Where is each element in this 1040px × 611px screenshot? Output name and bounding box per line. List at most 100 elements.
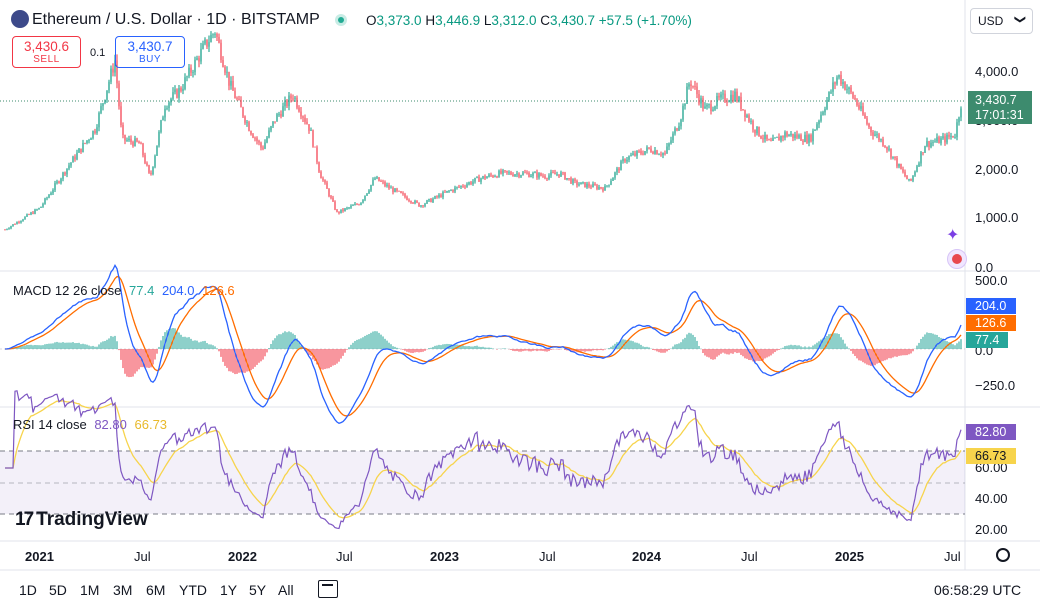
- timeframe-1m-button[interactable]: 1M: [80, 582, 100, 598]
- price-candle: [910, 178, 912, 181]
- macd-histogram-bar: [630, 340, 632, 349]
- macd-histogram-bar: [316, 349, 318, 365]
- price-candle: [36, 209, 38, 211]
- price-candle: [560, 172, 562, 177]
- price-candle: [220, 42, 222, 60]
- price-candle: [270, 126, 272, 131]
- macd-histogram-bar: [738, 349, 740, 353]
- macd-histogram-bar: [896, 349, 898, 357]
- macd-histogram-bar: [412, 349, 414, 354]
- timeframe-all-button[interactable]: All: [278, 582, 294, 598]
- price-candle: [736, 91, 738, 102]
- price-candle: [580, 182, 582, 185]
- price-candle: [636, 150, 638, 156]
- buy-price: 3,430.7: [127, 39, 173, 54]
- price-candle: [806, 134, 808, 143]
- macd-histogram-bar: [818, 341, 820, 349]
- macd-histogram-bar: [122, 349, 124, 369]
- calendar-range-icon[interactable]: [318, 580, 338, 598]
- tradingview-logo[interactable]: 17 TradingView: [15, 509, 148, 530]
- macd-histogram-bar: [48, 343, 50, 349]
- symbol-title[interactable]: Ethereum / U.S. Dollar · 1D · BITSTAMP: [32, 11, 320, 28]
- macd-histogram-bar: [368, 334, 370, 349]
- macd-histogram-bar: [890, 349, 892, 359]
- macd-histogram-bar: [432, 346, 434, 349]
- macd-histogram-bar: [210, 344, 212, 349]
- price-candle: [126, 139, 128, 141]
- macd-histogram-bar: [424, 349, 426, 351]
- bar-countdown: 17:01:31: [975, 108, 1024, 122]
- macd-histogram-bar: [40, 345, 42, 349]
- macd-histogram-bar: [672, 346, 674, 349]
- macd-histogram-bar: [652, 349, 654, 350]
- macd-histogram-bar: [54, 342, 56, 349]
- price-candle: [386, 184, 388, 186]
- price-candle: [422, 205, 424, 207]
- sell-button[interactable]: 3,430.6 SELL: [12, 36, 81, 68]
- macd-histogram-bar: [192, 340, 194, 349]
- timeframe-1d-button[interactable]: 1D: [19, 582, 37, 598]
- macd-histogram-bar: [132, 349, 134, 377]
- macd-histogram-bar: [120, 349, 122, 360]
- price-candle: [68, 165, 70, 169]
- timeframe-1y-button[interactable]: 1Y: [220, 582, 238, 598]
- macd-histogram-bar: [716, 349, 718, 357]
- settings-gear-icon[interactable]: [996, 548, 1010, 562]
- macd-histogram-bar: [800, 346, 802, 349]
- macd-histogram-bar: [68, 342, 70, 349]
- price-candle: [228, 71, 230, 86]
- buy-button[interactable]: 3,430.7 BUY: [115, 36, 185, 68]
- price-candle: [4, 229, 6, 231]
- price-candle: [378, 177, 380, 182]
- macd-histogram-bar: [374, 331, 376, 349]
- flag-icon[interactable]: [947, 249, 967, 269]
- macd-histogram-bar: [692, 334, 694, 349]
- timeframe-3m-button[interactable]: 3M: [113, 582, 133, 598]
- spark-icon[interactable]: ✦: [946, 227, 960, 244]
- macd-histogram-bar: [922, 336, 924, 349]
- macd-histogram-bar: [38, 345, 40, 349]
- macd-histogram-bar: [62, 342, 64, 349]
- price-candle: [836, 77, 838, 84]
- price-candle: [232, 80, 234, 91]
- macd-histogram-bar: [528, 349, 530, 352]
- price-candle: [498, 170, 500, 178]
- rsi-ma-tag: 66.73: [966, 448, 1016, 464]
- macd-histogram-bar: [230, 349, 232, 372]
- macd-histogram-bar: [100, 342, 102, 349]
- macd-histogram-bar: [388, 342, 390, 349]
- price-candle: [578, 184, 580, 186]
- price-candle: [500, 170, 502, 174]
- price-candle: [892, 156, 894, 158]
- price-candle: [116, 60, 118, 84]
- timeframe-ytd-button[interactable]: YTD: [179, 582, 207, 598]
- timeframe-5y-button[interactable]: 5Y: [249, 582, 267, 598]
- macd-histogram-bar: [950, 343, 952, 349]
- macd-histogram-bar: [848, 348, 850, 349]
- gridlines: [0, 0, 1040, 571]
- macd-histogram-bar: [152, 349, 154, 365]
- macd-histogram-bar: [910, 349, 912, 354]
- timeframe-6m-button[interactable]: 6M: [146, 582, 166, 598]
- macd-histogram-bar: [188, 337, 190, 349]
- price-candle: [938, 137, 940, 144]
- price-candle: [490, 174, 492, 176]
- price-candle: [398, 190, 400, 192]
- price-candle: [888, 148, 890, 150]
- price-candle: [812, 130, 814, 142]
- price-candle: [372, 179, 374, 185]
- price-candle: [512, 174, 514, 177]
- utc-clock[interactable]: 06:58:29 UTC: [934, 582, 1022, 598]
- rsi-line: [5, 390, 962, 530]
- price-candle: [774, 137, 776, 139]
- price-candle: [900, 163, 902, 170]
- price-candle: [18, 221, 20, 223]
- currency-select[interactable]: USD ❯: [970, 8, 1033, 34]
- timeframe-5d-button[interactable]: 5D: [49, 582, 67, 598]
- macd-histogram-bar: [194, 340, 196, 349]
- macd-histogram-bar: [766, 349, 768, 358]
- price-candle: [346, 207, 348, 209]
- price-candle: [804, 134, 806, 142]
- price-candle: [688, 84, 690, 87]
